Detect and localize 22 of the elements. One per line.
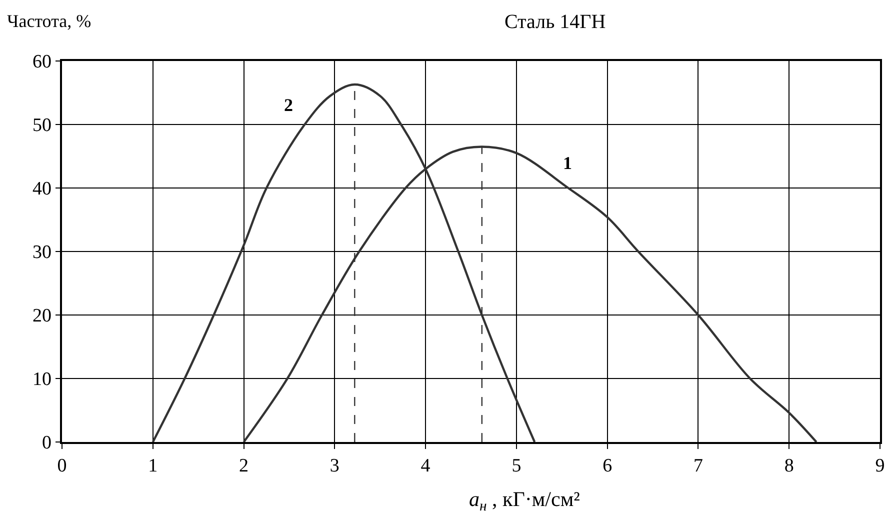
x-tick-label: 2 — [239, 456, 249, 477]
x-tick-label: 1 — [148, 456, 158, 477]
y-tick-label: 40 — [32, 178, 52, 200]
y-tick-label: 0 — [42, 432, 52, 454]
y-tick-label: 20 — [32, 306, 52, 327]
x-tick-label: 5 — [512, 456, 522, 477]
y-tick-label: 30 — [32, 242, 52, 264]
x-tick-label: 7 — [693, 456, 703, 477]
y-tick-label: 60 — [32, 52, 52, 73]
x-tick-label: 8 — [784, 456, 794, 477]
x-tick-label: 4 — [420, 456, 431, 477]
y-axis-title: Частота, % — [7, 11, 92, 31]
x-axis-title: a$_{н}$ , кГ·м/см² — [469, 487, 580, 514]
chart-title: Сталь 14ГН — [504, 11, 606, 33]
y-tick-label: 10 — [32, 369, 52, 390]
x-tick-label: 0 — [57, 456, 67, 477]
x-tick-label: 3 — [330, 456, 340, 477]
series-label: 2 — [284, 95, 293, 115]
x-tick-label: 9 — [875, 456, 885, 477]
series-label: 1 — [563, 153, 572, 173]
x-tick-label: 6 — [602, 456, 612, 477]
y-tick-label: 50 — [32, 115, 52, 136]
